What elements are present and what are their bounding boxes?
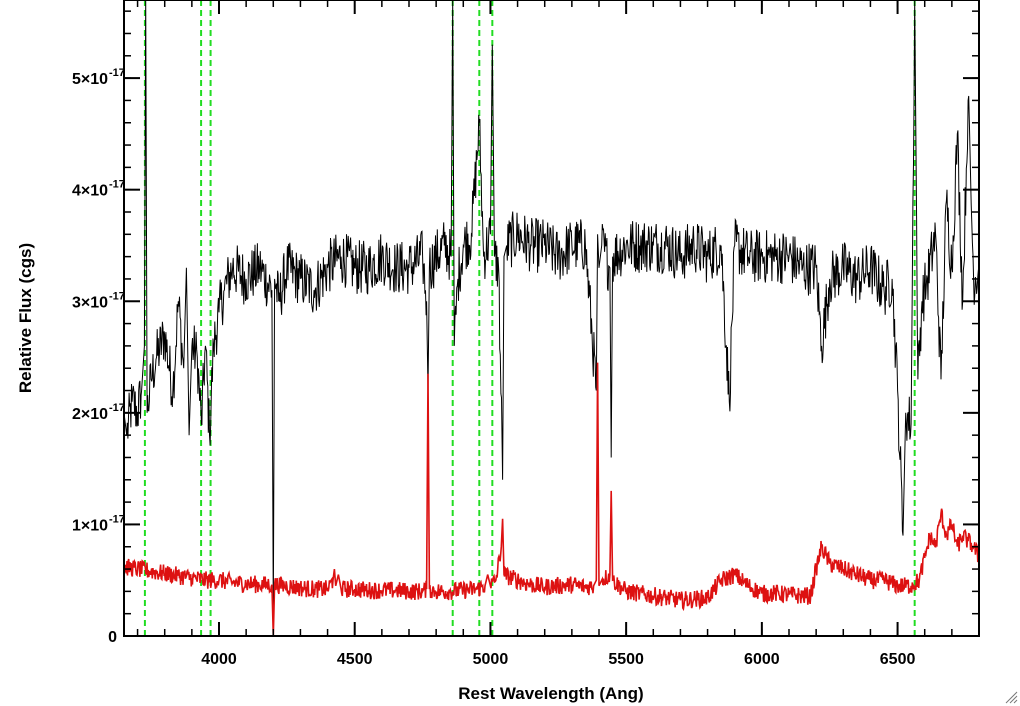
y-tick-exponent: -17 (109, 513, 125, 525)
x-axis-title: Rest Wavelength (Ang) (458, 684, 643, 703)
x-tick-label: 4500 (337, 651, 373, 668)
y-tick-exponent: -17 (109, 179, 125, 191)
y-tick-exponent: -17 (109, 290, 125, 302)
y-axis-title: Relative Flux (cgs) (16, 243, 35, 393)
y-tick-exponent: -17 (109, 67, 125, 79)
resize-grip-icon[interactable] (1004, 690, 1018, 704)
y-tick-exponent: -17 (109, 402, 125, 414)
emission-line-markers (143, 0, 916, 636)
x-tick-label: 5500 (608, 651, 644, 668)
y-tick-label: 0 (108, 629, 117, 646)
y-tick-label: 4×10 (72, 183, 108, 200)
y-tick-label: 5×10 (72, 71, 108, 88)
x-tick-label: 4000 (201, 651, 237, 668)
y-tick-label: 2×10 (72, 406, 108, 423)
x-tick-label: 6000 (744, 651, 780, 668)
x-tick-label: 5000 (473, 651, 509, 668)
error-series-line (123, 362, 980, 637)
x-tick-label: 6500 (880, 651, 916, 668)
y-tick-label: 3×10 (72, 294, 108, 311)
plot-frame (123, 0, 980, 637)
y-tick-label: 1×10 (72, 517, 108, 534)
spectrum-series-line (123, 0, 980, 614)
spectrum-series (123, 0, 980, 637)
